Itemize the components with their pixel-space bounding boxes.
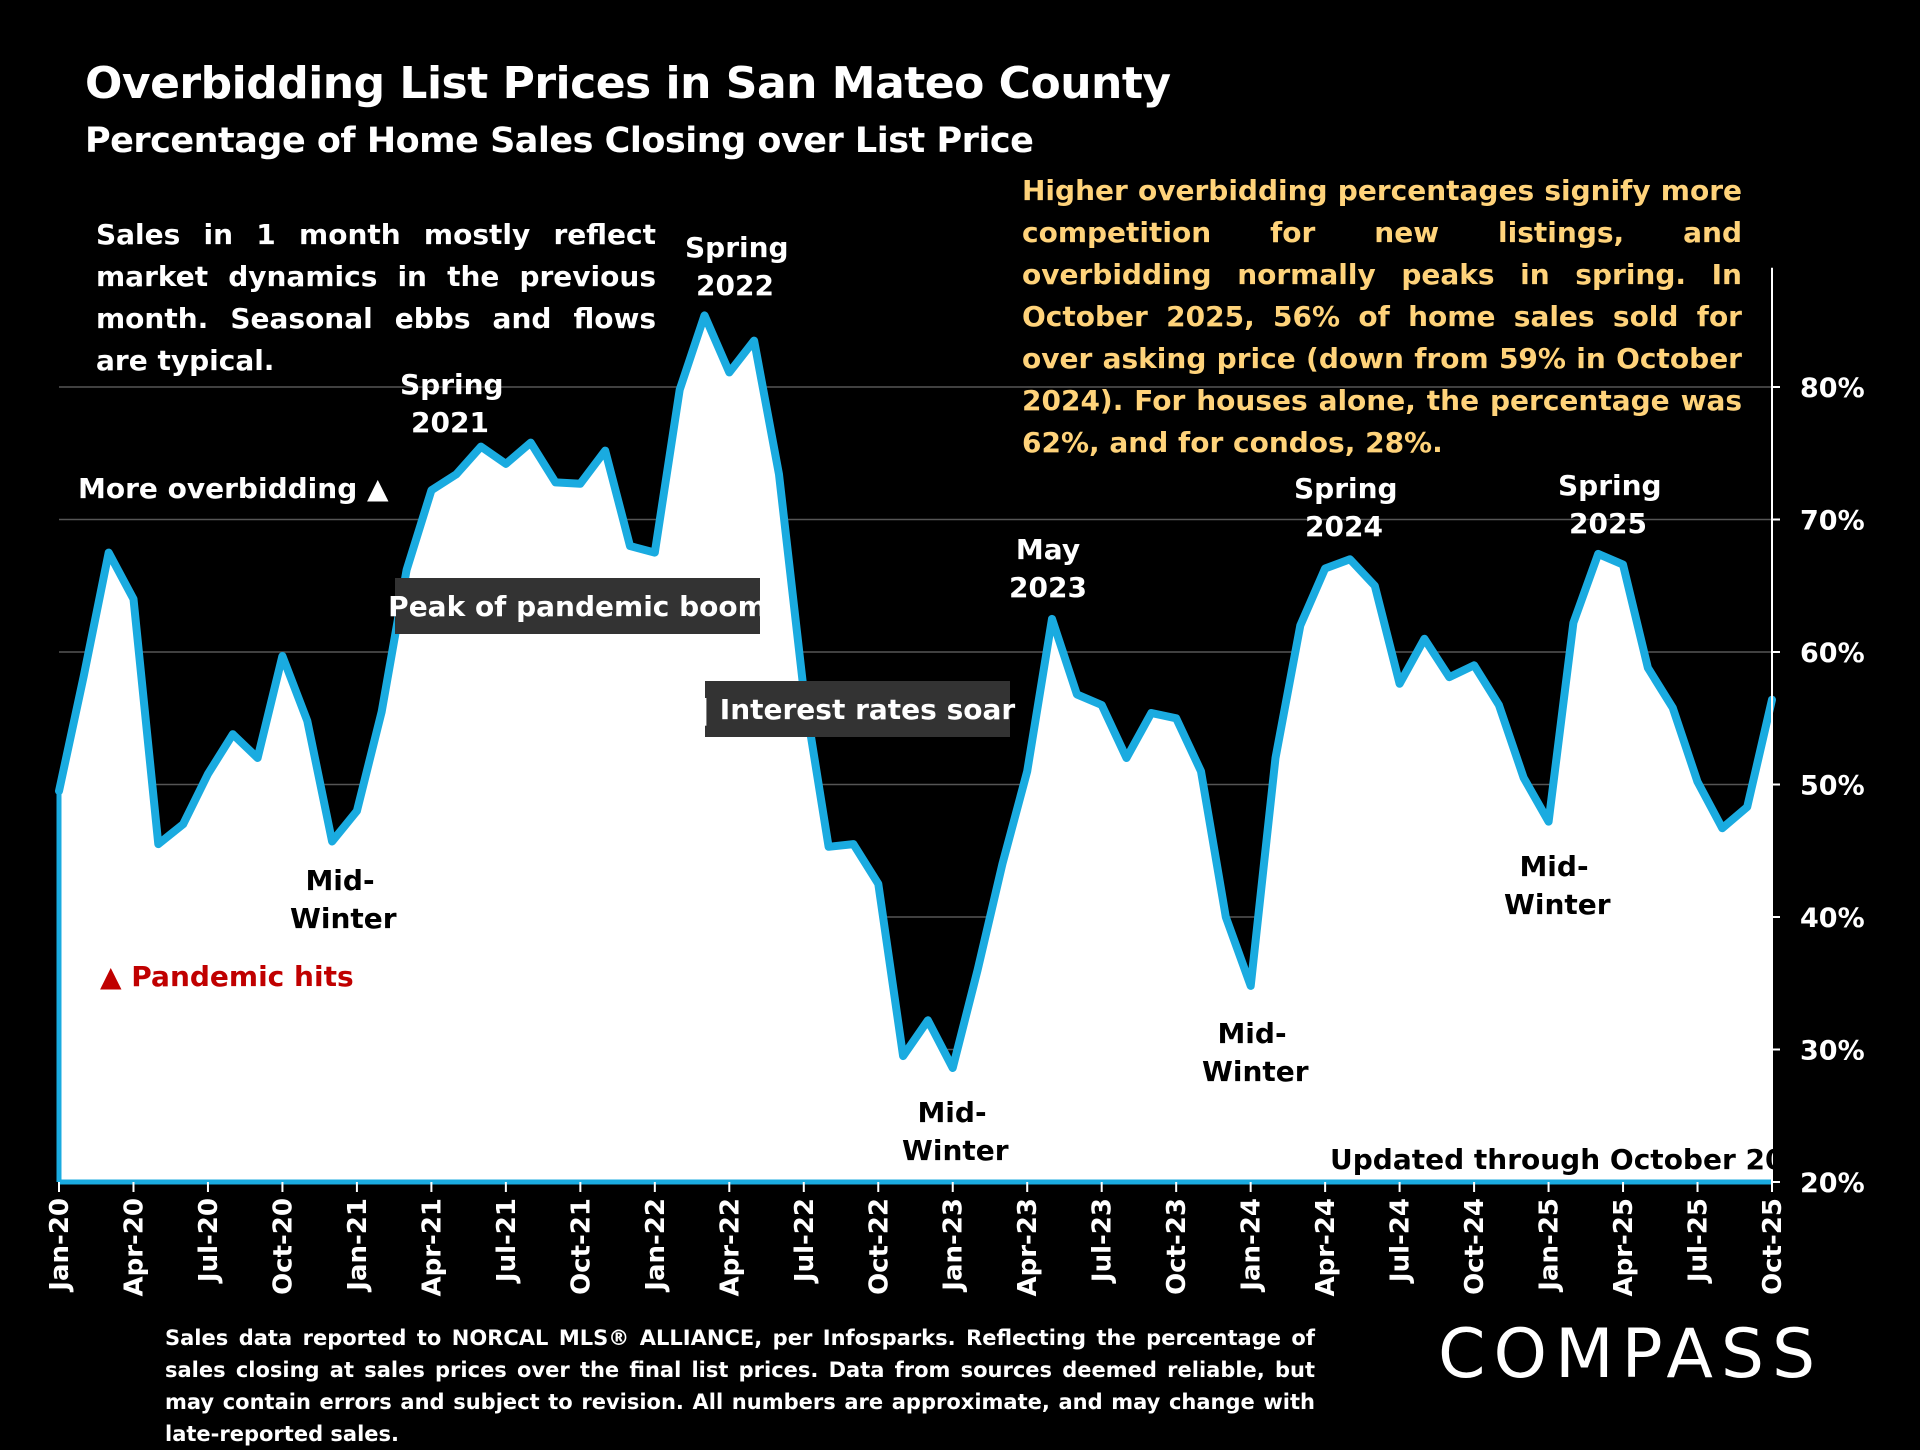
spring-2022-line2: 2022 (696, 269, 774, 302)
series-line (55, 311, 1776, 1072)
midwinter-2024-line1: Mid- (1217, 1017, 1287, 1050)
spring-2024-label: Spring 2024 (1294, 470, 1398, 546)
x-tick-label: Jul-22 (790, 1198, 820, 1284)
x-tick-label: Oct-23 (1162, 1198, 1192, 1295)
rates-soar-label: | Interest rates soar (700, 681, 1015, 737)
y-tick-label: 40% (1800, 903, 1865, 934)
y-tick-labels: 20% 30% 40% 50% 60% 70% 80% (1771, 267, 1865, 1199)
y-tick-label: 80% (1800, 373, 1865, 404)
x-tick-label: Jan-20 (45, 1198, 75, 1293)
may-2023-line2: 2023 (1009, 571, 1087, 604)
peak-boom-label: Peak of pandemic boom (388, 578, 767, 634)
x-tick-label: Apr-24 (1311, 1198, 1341, 1297)
midwinter-2023-line2: Winter (902, 1134, 1009, 1167)
y-tick-label: 60% (1800, 638, 1865, 669)
may-2023-label: May 2023 (998, 531, 1098, 607)
y-tick-label: 50% (1800, 771, 1865, 802)
spring-2025-label: Spring 2025 (1558, 467, 1662, 543)
x-tick-label: Apr-25 (1609, 1198, 1639, 1297)
x-tick-labels: Jan-20 Apr-20 Jul-20 Oct-20 Jan-21 Apr-21 Jul-… (45, 1182, 1788, 1297)
x-tick-label: Jan-24 (1237, 1198, 1267, 1293)
x-tick-label: Apr-22 (715, 1198, 745, 1297)
midwinter-2024-line2: Winter (1202, 1055, 1309, 1088)
x-tick-label: Apr-20 (119, 1198, 149, 1297)
x-tick-label: Oct-25 (1758, 1198, 1788, 1295)
midwinter-2021-label: Mid- Winter (290, 862, 397, 938)
note-right: Higher overbidding percentages signify m… (1022, 174, 1742, 459)
spring-2025-line1: Spring (1558, 469, 1662, 502)
x-tick-label: Apr-21 (417, 1198, 447, 1297)
midwinter-2024-label: Mid- Winter (1202, 1015, 1309, 1091)
updated-label: Updated through October 2025 (1330, 1143, 1824, 1176)
may-2023-line1: May (1015, 533, 1081, 566)
spring-2022-label: Spring 2022 (685, 229, 789, 305)
midwinter-2025-line2: Winter (1504, 888, 1611, 921)
y-tick-label: 70% (1800, 506, 1865, 537)
midwinter-2021-line1: Mid- (305, 864, 375, 897)
spring-2024-line2: 2024 (1305, 510, 1383, 543)
midwinter-2025-line1: Mid- (1519, 850, 1589, 883)
x-tick-label: Jan-23 (939, 1198, 969, 1293)
spring-2021-line1: Spring (400, 368, 504, 401)
chart-subtitle: Percentage of Home Sales Closing over Li… (85, 121, 1034, 161)
x-tick-label: Jul-21 (492, 1198, 522, 1284)
x-tick-label: Jul-23 (1088, 1198, 1118, 1284)
spring-2022-line1: Spring (685, 231, 789, 264)
midwinter-2023-label: Mid- Winter (902, 1094, 1009, 1170)
x-tick-label: Oct-24 (1460, 1198, 1490, 1295)
footer-note: Sales data reported to NORCAL MLS® ALLIA… (165, 1326, 1315, 1446)
midwinter-2021-line2: Winter (290, 902, 397, 935)
chart-title: Overbidding List Prices in San Mateo Cou… (85, 58, 1171, 109)
y-tick-label: 20% (1800, 1168, 1865, 1199)
midwinter-2023-line1: Mid- (917, 1096, 987, 1129)
spring-2021-label: Spring 2021 (400, 366, 504, 442)
y-tick-label: 30% (1800, 1036, 1865, 1067)
pandemic-hits-label: ▲ Pandemic hits (100, 960, 354, 993)
compass-logo: COMPASS (1438, 1315, 1824, 1394)
spring-2021-line2: 2021 (411, 406, 489, 439)
area-fill (59, 315, 1772, 1182)
note-left: Sales in 1 month mostly reflect market d… (96, 218, 656, 377)
more-overbidding-label: More overbidding ▲ (78, 472, 389, 505)
x-tick-label: Apr-23 (1013, 1198, 1043, 1297)
x-tick-label: Jan-22 (641, 1198, 671, 1293)
x-tick-label: Jan-21 (343, 1198, 373, 1293)
spring-2024-line1: Spring (1294, 472, 1398, 505)
x-tick-label: Jul-20 (194, 1198, 224, 1284)
x-tick-label: Jan-25 (1535, 1198, 1565, 1293)
x-tick-label: Jul-25 (1684, 1198, 1714, 1284)
x-tick-label: Oct-21 (566, 1198, 596, 1295)
x-tick-label: Oct-20 (268, 1198, 298, 1295)
midwinter-2025-label: Mid- Winter (1504, 848, 1611, 924)
spring-2025-line2: 2025 (1569, 507, 1647, 540)
x-tick-label: Oct-22 (864, 1198, 894, 1295)
x-tick-label: Jul-24 (1386, 1198, 1416, 1284)
